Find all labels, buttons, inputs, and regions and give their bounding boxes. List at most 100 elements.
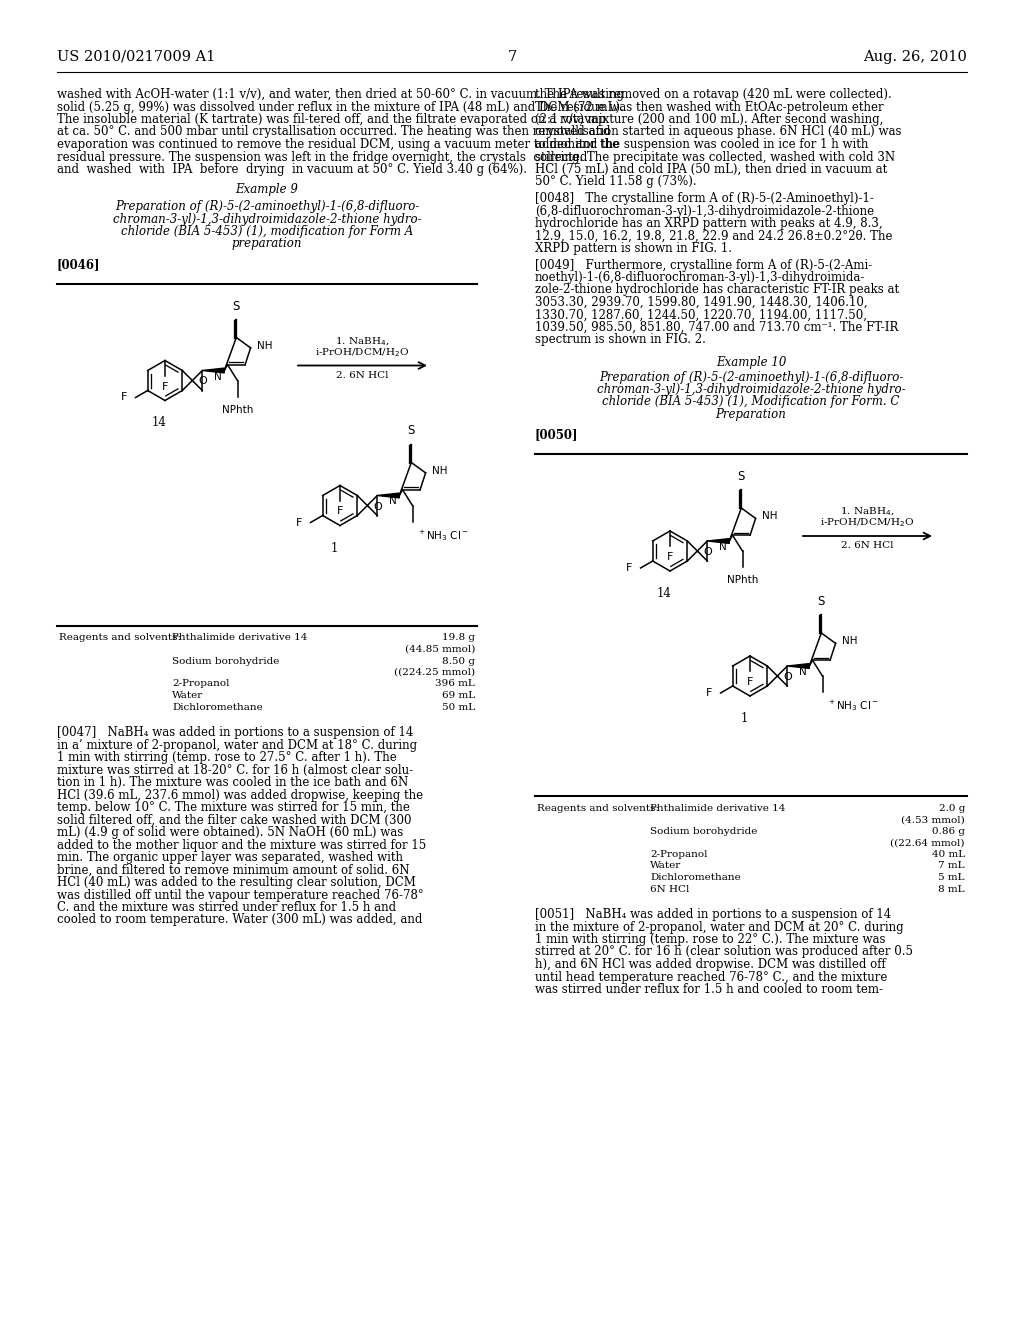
Text: Phthalimide derivative 14: Phthalimide derivative 14 xyxy=(172,634,307,643)
Text: Preparation: Preparation xyxy=(716,408,786,421)
Polygon shape xyxy=(377,494,399,498)
Text: 7 mL: 7 mL xyxy=(939,862,965,870)
Text: US 2010/0217009 A1: US 2010/0217009 A1 xyxy=(57,50,215,63)
Text: NH: NH xyxy=(431,466,447,477)
Text: N: N xyxy=(719,543,726,552)
Text: N: N xyxy=(388,496,396,507)
Text: chroman-3-yl)-1,3-dihydroimidazole-2-thione hydro-: chroman-3-yl)-1,3-dihydroimidazole-2-thi… xyxy=(113,213,421,226)
Text: added to the mother liquor and the mixture was stirred for 15: added to the mother liquor and the mixtu… xyxy=(57,838,426,851)
Polygon shape xyxy=(708,539,729,544)
Text: stirred at 20° C. for 16 h (clear solution was produced after 0.5: stirred at 20° C. for 16 h (clear soluti… xyxy=(535,945,913,958)
Text: F: F xyxy=(162,381,168,392)
Text: NH: NH xyxy=(842,636,857,647)
Text: 1. NaBH$_4$,: 1. NaBH$_4$, xyxy=(335,335,390,347)
Text: and  washed  with  IPA  before  drying  in vacuum at 50° C. Yield 3.40 g (64%).: and washed with IPA before drying in vac… xyxy=(57,162,527,176)
Text: 7: 7 xyxy=(507,50,517,63)
Text: 2. 6N HCl: 2. 6N HCl xyxy=(842,541,894,550)
Text: Example 10: Example 10 xyxy=(716,356,786,370)
Text: 0.86 g: 0.86 g xyxy=(932,828,965,836)
Text: stirring. The precipitate was collected, washed with cold 3N: stirring. The precipitate was collected,… xyxy=(535,150,895,164)
Text: mL) (4.9 g of solid were obtained). 5N NaOH (60 mL) was: mL) (4.9 g of solid were obtained). 5N N… xyxy=(57,826,403,840)
Text: C. and the mixture was stirred under reflux for 1.5 h and: C. and the mixture was stirred under ref… xyxy=(57,902,396,913)
Text: HCl (39.6 mL, 237.6 mmol) was added dropwise, keeping the: HCl (39.6 mL, 237.6 mmol) was added drop… xyxy=(57,788,423,801)
Text: F: F xyxy=(667,552,673,562)
Text: crystallisation started in aqueous phase. 6N HCl (40 mL) was: crystallisation started in aqueous phase… xyxy=(535,125,901,139)
Text: [0047]   NaBH₄ was added in portions to a suspension of 14: [0047] NaBH₄ was added in portions to a … xyxy=(57,726,414,739)
Text: F: F xyxy=(296,517,302,528)
Text: [0046]: [0046] xyxy=(57,257,100,271)
Text: temp. below 10° C. The mixture was stirred for 15 min, the: temp. below 10° C. The mixture was stirr… xyxy=(57,801,410,814)
Text: F: F xyxy=(746,677,754,686)
Text: 12.9, 15.0, 16.2, 19.8, 21.8, 22.9 and 24.2 26.8±0.2°2θ. The: 12.9, 15.0, 16.2, 19.8, 21.8, 22.9 and 2… xyxy=(535,230,893,243)
Text: brine, and filtered to remove minimum amount of solid. 6N: brine, and filtered to remove minimum am… xyxy=(57,863,410,876)
Text: 1: 1 xyxy=(740,711,748,725)
Text: 1330.70, 1287.60, 1244.50, 1220.70, 1194.00, 1117.50,: 1330.70, 1287.60, 1244.50, 1220.70, 1194… xyxy=(535,309,867,322)
Text: evaporation was continued to remove the residual DCM, using a vacuum meter to mo: evaporation was continued to remove the … xyxy=(57,139,620,150)
Text: O: O xyxy=(199,376,207,387)
Text: Sodium borohydride: Sodium borohydride xyxy=(172,656,280,665)
Text: [0048]   The crystalline form A of (R)-5-(2-Aminoethyl)-1-: [0048] The crystalline form A of (R)-5-(… xyxy=(535,191,873,205)
Text: 40 mL: 40 mL xyxy=(932,850,965,859)
Text: $^+$NH$_3$ Cl$^-$: $^+$NH$_3$ Cl$^-$ xyxy=(826,698,879,713)
Text: S: S xyxy=(817,595,825,609)
Text: i-PrOH/DCM/H$_2$O: i-PrOH/DCM/H$_2$O xyxy=(315,346,410,359)
Text: Preparation of (R)-5-(2-aminoethyl)-1-(6,8-difluoro-: Preparation of (R)-5-(2-aminoethyl)-1-(6… xyxy=(599,371,903,384)
Text: tion in 1 h). The mixture was cooled in the ice bath and 6N: tion in 1 h). The mixture was cooled in … xyxy=(57,776,409,789)
Text: O: O xyxy=(374,502,382,511)
Text: solid filtered off, and the filter cake washed with DCM (300: solid filtered off, and the filter cake … xyxy=(57,813,412,826)
Text: 2-Propanol: 2-Propanol xyxy=(172,680,229,689)
Text: NH: NH xyxy=(762,511,777,521)
Text: Water: Water xyxy=(172,690,203,700)
Text: N: N xyxy=(799,667,806,677)
Text: Water: Water xyxy=(650,862,681,870)
Text: Example 9: Example 9 xyxy=(236,183,298,197)
Text: ((224.25 mmol): ((224.25 mmol) xyxy=(394,668,475,677)
Text: XRPD pattern is shown in FIG. 1.: XRPD pattern is shown in FIG. 1. xyxy=(535,242,732,255)
Text: min. The organic upper layer was separated, washed with: min. The organic upper layer was separat… xyxy=(57,851,403,865)
Text: cooled to room temperature. Water (300 mL) was added, and: cooled to room temperature. Water (300 m… xyxy=(57,913,422,927)
Text: Reagents and solvents:: Reagents and solvents: xyxy=(59,634,181,643)
Text: solid (5.25 g, 99%) was dissolved under reflux in the mixture of IPA (48 mL) and: solid (5.25 g, 99%) was dissolved under … xyxy=(57,100,624,114)
Text: 6N HCl: 6N HCl xyxy=(650,884,689,894)
Text: 1. NaBH$_4$,: 1. NaBH$_4$, xyxy=(841,506,895,517)
Text: [0050]: [0050] xyxy=(535,429,579,441)
Text: mixture was stirred at 18-20° C. for 16 h (almost clear solu-: mixture was stirred at 18-20° C. for 16 … xyxy=(57,763,413,776)
Text: S: S xyxy=(408,425,415,437)
Text: chloride (BIA 5-453) (1), modification for Form A: chloride (BIA 5-453) (1), modification f… xyxy=(121,224,413,238)
Text: $^+$NH$_3$ Cl$^-$: $^+$NH$_3$ Cl$^-$ xyxy=(417,528,468,543)
Text: in the mixture of 2-propanol, water and DCM at 20° C. during: in the mixture of 2-propanol, water and … xyxy=(535,920,903,933)
Text: hydrochloride has an XRPD pattern with peaks at 4.9, 8.3,: hydrochloride has an XRPD pattern with p… xyxy=(535,216,883,230)
Text: added and the suspension was cooled in ice for 1 h with: added and the suspension was cooled in i… xyxy=(535,139,868,150)
Text: Phthalimide derivative 14: Phthalimide derivative 14 xyxy=(650,804,785,813)
Text: at ca. 50° C. and 500 mbar until crystallisation occurred. The heating was then : at ca. 50° C. and 500 mbar until crystal… xyxy=(57,125,610,139)
Text: (6,8-difluorochroman-3-yl)-1,3-dihydroimidazole-2-thione: (6,8-difluorochroman-3-yl)-1,3-dihydroim… xyxy=(535,205,874,218)
Text: i-PrOH/DCM/H$_2$O: i-PrOH/DCM/H$_2$O xyxy=(820,516,914,529)
Text: (2:1 v/v) mixture (200 and 100 mL). After second washing,: (2:1 v/v) mixture (200 and 100 mL). Afte… xyxy=(535,114,884,125)
Text: 19.8 g: 19.8 g xyxy=(442,634,475,643)
Text: was distilled off until the vapour temperature reached 76-78°: was distilled off until the vapour tempe… xyxy=(57,888,424,902)
Text: (44.85 mmol): (44.85 mmol) xyxy=(404,645,475,653)
Polygon shape xyxy=(203,368,224,372)
Text: residual pressure. The suspension was left in the fridge overnight, the crystals: residual pressure. The suspension was le… xyxy=(57,150,588,164)
Text: 1 min with stirring (temp. rose to 22° C.). The mixture was: 1 min with stirring (temp. rose to 22° C… xyxy=(535,933,886,946)
Text: 14: 14 xyxy=(152,417,167,429)
Text: Aug. 26, 2010: Aug. 26, 2010 xyxy=(863,50,967,63)
Text: Preparation of (R)-5-(2-aminoethyl)-1-(6,8-difluoro-: Preparation of (R)-5-(2-aminoethyl)-1-(6… xyxy=(115,201,419,213)
Text: ((22.64 mmol): ((22.64 mmol) xyxy=(891,838,965,847)
Text: O: O xyxy=(703,546,712,557)
Text: F: F xyxy=(627,564,633,573)
Text: Reagents and solvents:: Reagents and solvents: xyxy=(537,804,659,813)
Text: The residue was then washed with EtOAc-petroleum ether: The residue was then washed with EtOAc-p… xyxy=(535,100,884,114)
Text: Dichloromethane: Dichloromethane xyxy=(172,702,263,711)
Text: 8.50 g: 8.50 g xyxy=(442,656,475,665)
Text: (4.53 mmol): (4.53 mmol) xyxy=(901,816,965,825)
Text: was stirred under reflux for 1.5 h and cooled to room tem-: was stirred under reflux for 1.5 h and c… xyxy=(535,983,883,997)
Text: noethyl)-1-(6,8-difluorochroman-3-yl)-1,3-dihydroimida-: noethyl)-1-(6,8-difluorochroman-3-yl)-1,… xyxy=(535,271,865,284)
Text: F: F xyxy=(121,392,128,403)
Text: until head temperature reached 76-78° C., and the mixture: until head temperature reached 76-78° C.… xyxy=(535,970,888,983)
Text: 1039.50, 985.50, 851.80, 747.00 and 713.70 cm⁻¹. The FT-IR: 1039.50, 985.50, 851.80, 747.00 and 713.… xyxy=(535,321,898,334)
Text: F: F xyxy=(707,688,713,698)
Text: washed with AcOH-water (1:1 v/v), and water, then dried at 50-60° C. in vacuum. : washed with AcOH-water (1:1 v/v), and wa… xyxy=(57,88,624,102)
Text: NPhth: NPhth xyxy=(727,576,758,585)
Text: S: S xyxy=(737,470,745,483)
